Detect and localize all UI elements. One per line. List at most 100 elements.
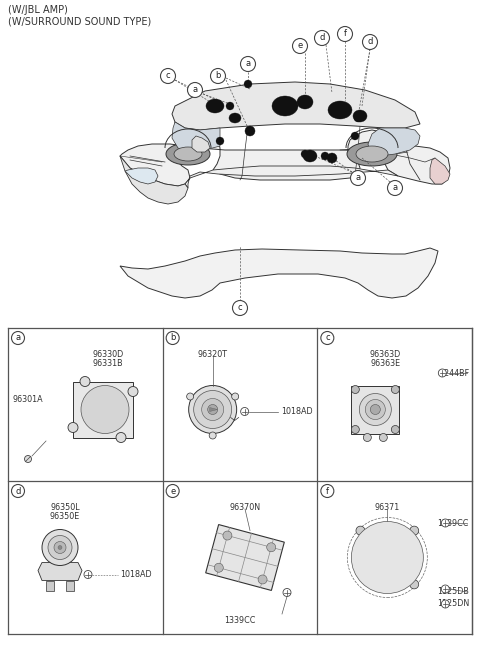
Circle shape bbox=[365, 399, 385, 419]
Circle shape bbox=[357, 528, 417, 587]
FancyBboxPatch shape bbox=[73, 382, 133, 437]
Circle shape bbox=[379, 433, 387, 441]
FancyBboxPatch shape bbox=[351, 386, 399, 433]
Circle shape bbox=[363, 433, 372, 441]
Circle shape bbox=[410, 526, 419, 535]
Circle shape bbox=[81, 386, 129, 433]
Circle shape bbox=[128, 386, 138, 397]
Text: 1339CC: 1339CC bbox=[438, 519, 469, 528]
Circle shape bbox=[160, 68, 176, 83]
Circle shape bbox=[321, 331, 334, 344]
Circle shape bbox=[12, 331, 24, 344]
Circle shape bbox=[216, 137, 224, 145]
Circle shape bbox=[283, 589, 291, 596]
Circle shape bbox=[202, 399, 224, 421]
Text: 1244BF: 1244BF bbox=[439, 368, 469, 377]
Circle shape bbox=[354, 114, 362, 122]
Text: 96331B: 96331B bbox=[93, 359, 123, 368]
Circle shape bbox=[441, 600, 449, 608]
Circle shape bbox=[351, 521, 423, 594]
Circle shape bbox=[301, 150, 309, 158]
Ellipse shape bbox=[206, 99, 224, 113]
Circle shape bbox=[223, 531, 232, 540]
Circle shape bbox=[193, 390, 232, 428]
Circle shape bbox=[42, 530, 78, 565]
Ellipse shape bbox=[174, 147, 202, 161]
Text: 96350E: 96350E bbox=[50, 512, 80, 521]
Polygon shape bbox=[192, 136, 210, 152]
Circle shape bbox=[364, 534, 410, 581]
Circle shape bbox=[441, 519, 449, 527]
Text: f: f bbox=[344, 30, 347, 39]
FancyBboxPatch shape bbox=[66, 581, 74, 590]
Ellipse shape bbox=[166, 143, 210, 165]
Polygon shape bbox=[38, 563, 82, 581]
Text: (W/SURROUND SOUND TYPE): (W/SURROUND SOUND TYPE) bbox=[8, 16, 151, 26]
Polygon shape bbox=[125, 168, 158, 184]
Circle shape bbox=[351, 386, 360, 393]
Polygon shape bbox=[172, 122, 220, 152]
Circle shape bbox=[166, 484, 179, 497]
Ellipse shape bbox=[328, 101, 352, 119]
Circle shape bbox=[314, 30, 329, 45]
Text: a: a bbox=[245, 59, 251, 68]
Polygon shape bbox=[430, 158, 450, 184]
Circle shape bbox=[188, 83, 203, 98]
Circle shape bbox=[350, 171, 365, 185]
Circle shape bbox=[232, 300, 248, 315]
Ellipse shape bbox=[229, 113, 241, 123]
Circle shape bbox=[209, 432, 216, 439]
Ellipse shape bbox=[297, 95, 313, 109]
Circle shape bbox=[438, 369, 446, 377]
Text: b: b bbox=[170, 333, 175, 342]
Polygon shape bbox=[120, 156, 188, 204]
Polygon shape bbox=[120, 130, 450, 186]
Ellipse shape bbox=[353, 110, 367, 122]
Circle shape bbox=[58, 545, 62, 550]
Text: a: a bbox=[192, 85, 198, 94]
Ellipse shape bbox=[303, 150, 317, 162]
Ellipse shape bbox=[327, 153, 337, 163]
Circle shape bbox=[321, 484, 334, 497]
Text: 96371: 96371 bbox=[375, 503, 400, 512]
Polygon shape bbox=[210, 408, 217, 412]
Circle shape bbox=[240, 56, 255, 72]
Text: a: a bbox=[15, 333, 21, 342]
Text: 96363E: 96363E bbox=[370, 359, 400, 368]
Text: c: c bbox=[238, 304, 242, 313]
Circle shape bbox=[189, 386, 237, 433]
Circle shape bbox=[48, 536, 72, 559]
Text: 96320T: 96320T bbox=[198, 350, 228, 359]
Circle shape bbox=[211, 68, 226, 83]
Circle shape bbox=[214, 563, 223, 572]
Text: 96363D: 96363D bbox=[370, 350, 401, 359]
Text: 1018AD: 1018AD bbox=[120, 570, 152, 579]
Text: d: d bbox=[319, 34, 324, 43]
Circle shape bbox=[371, 404, 380, 415]
Text: a: a bbox=[355, 174, 360, 183]
Circle shape bbox=[441, 585, 449, 593]
Text: 96330D: 96330D bbox=[92, 350, 124, 359]
Circle shape bbox=[362, 34, 377, 50]
Polygon shape bbox=[368, 128, 420, 156]
Circle shape bbox=[68, 422, 78, 433]
Polygon shape bbox=[172, 82, 420, 130]
Circle shape bbox=[360, 393, 391, 426]
Circle shape bbox=[391, 426, 399, 433]
Circle shape bbox=[356, 526, 365, 535]
Polygon shape bbox=[206, 525, 284, 590]
FancyBboxPatch shape bbox=[46, 581, 54, 590]
Circle shape bbox=[292, 39, 308, 54]
Circle shape bbox=[372, 543, 402, 572]
Text: 96301A: 96301A bbox=[12, 395, 43, 404]
Circle shape bbox=[384, 554, 390, 561]
Circle shape bbox=[187, 393, 193, 400]
Text: e: e bbox=[298, 41, 302, 50]
Circle shape bbox=[379, 550, 396, 565]
Ellipse shape bbox=[272, 96, 298, 116]
Circle shape bbox=[54, 541, 66, 554]
Circle shape bbox=[337, 26, 352, 41]
Circle shape bbox=[95, 399, 115, 419]
Text: b: b bbox=[216, 72, 221, 81]
Text: c: c bbox=[166, 72, 170, 81]
